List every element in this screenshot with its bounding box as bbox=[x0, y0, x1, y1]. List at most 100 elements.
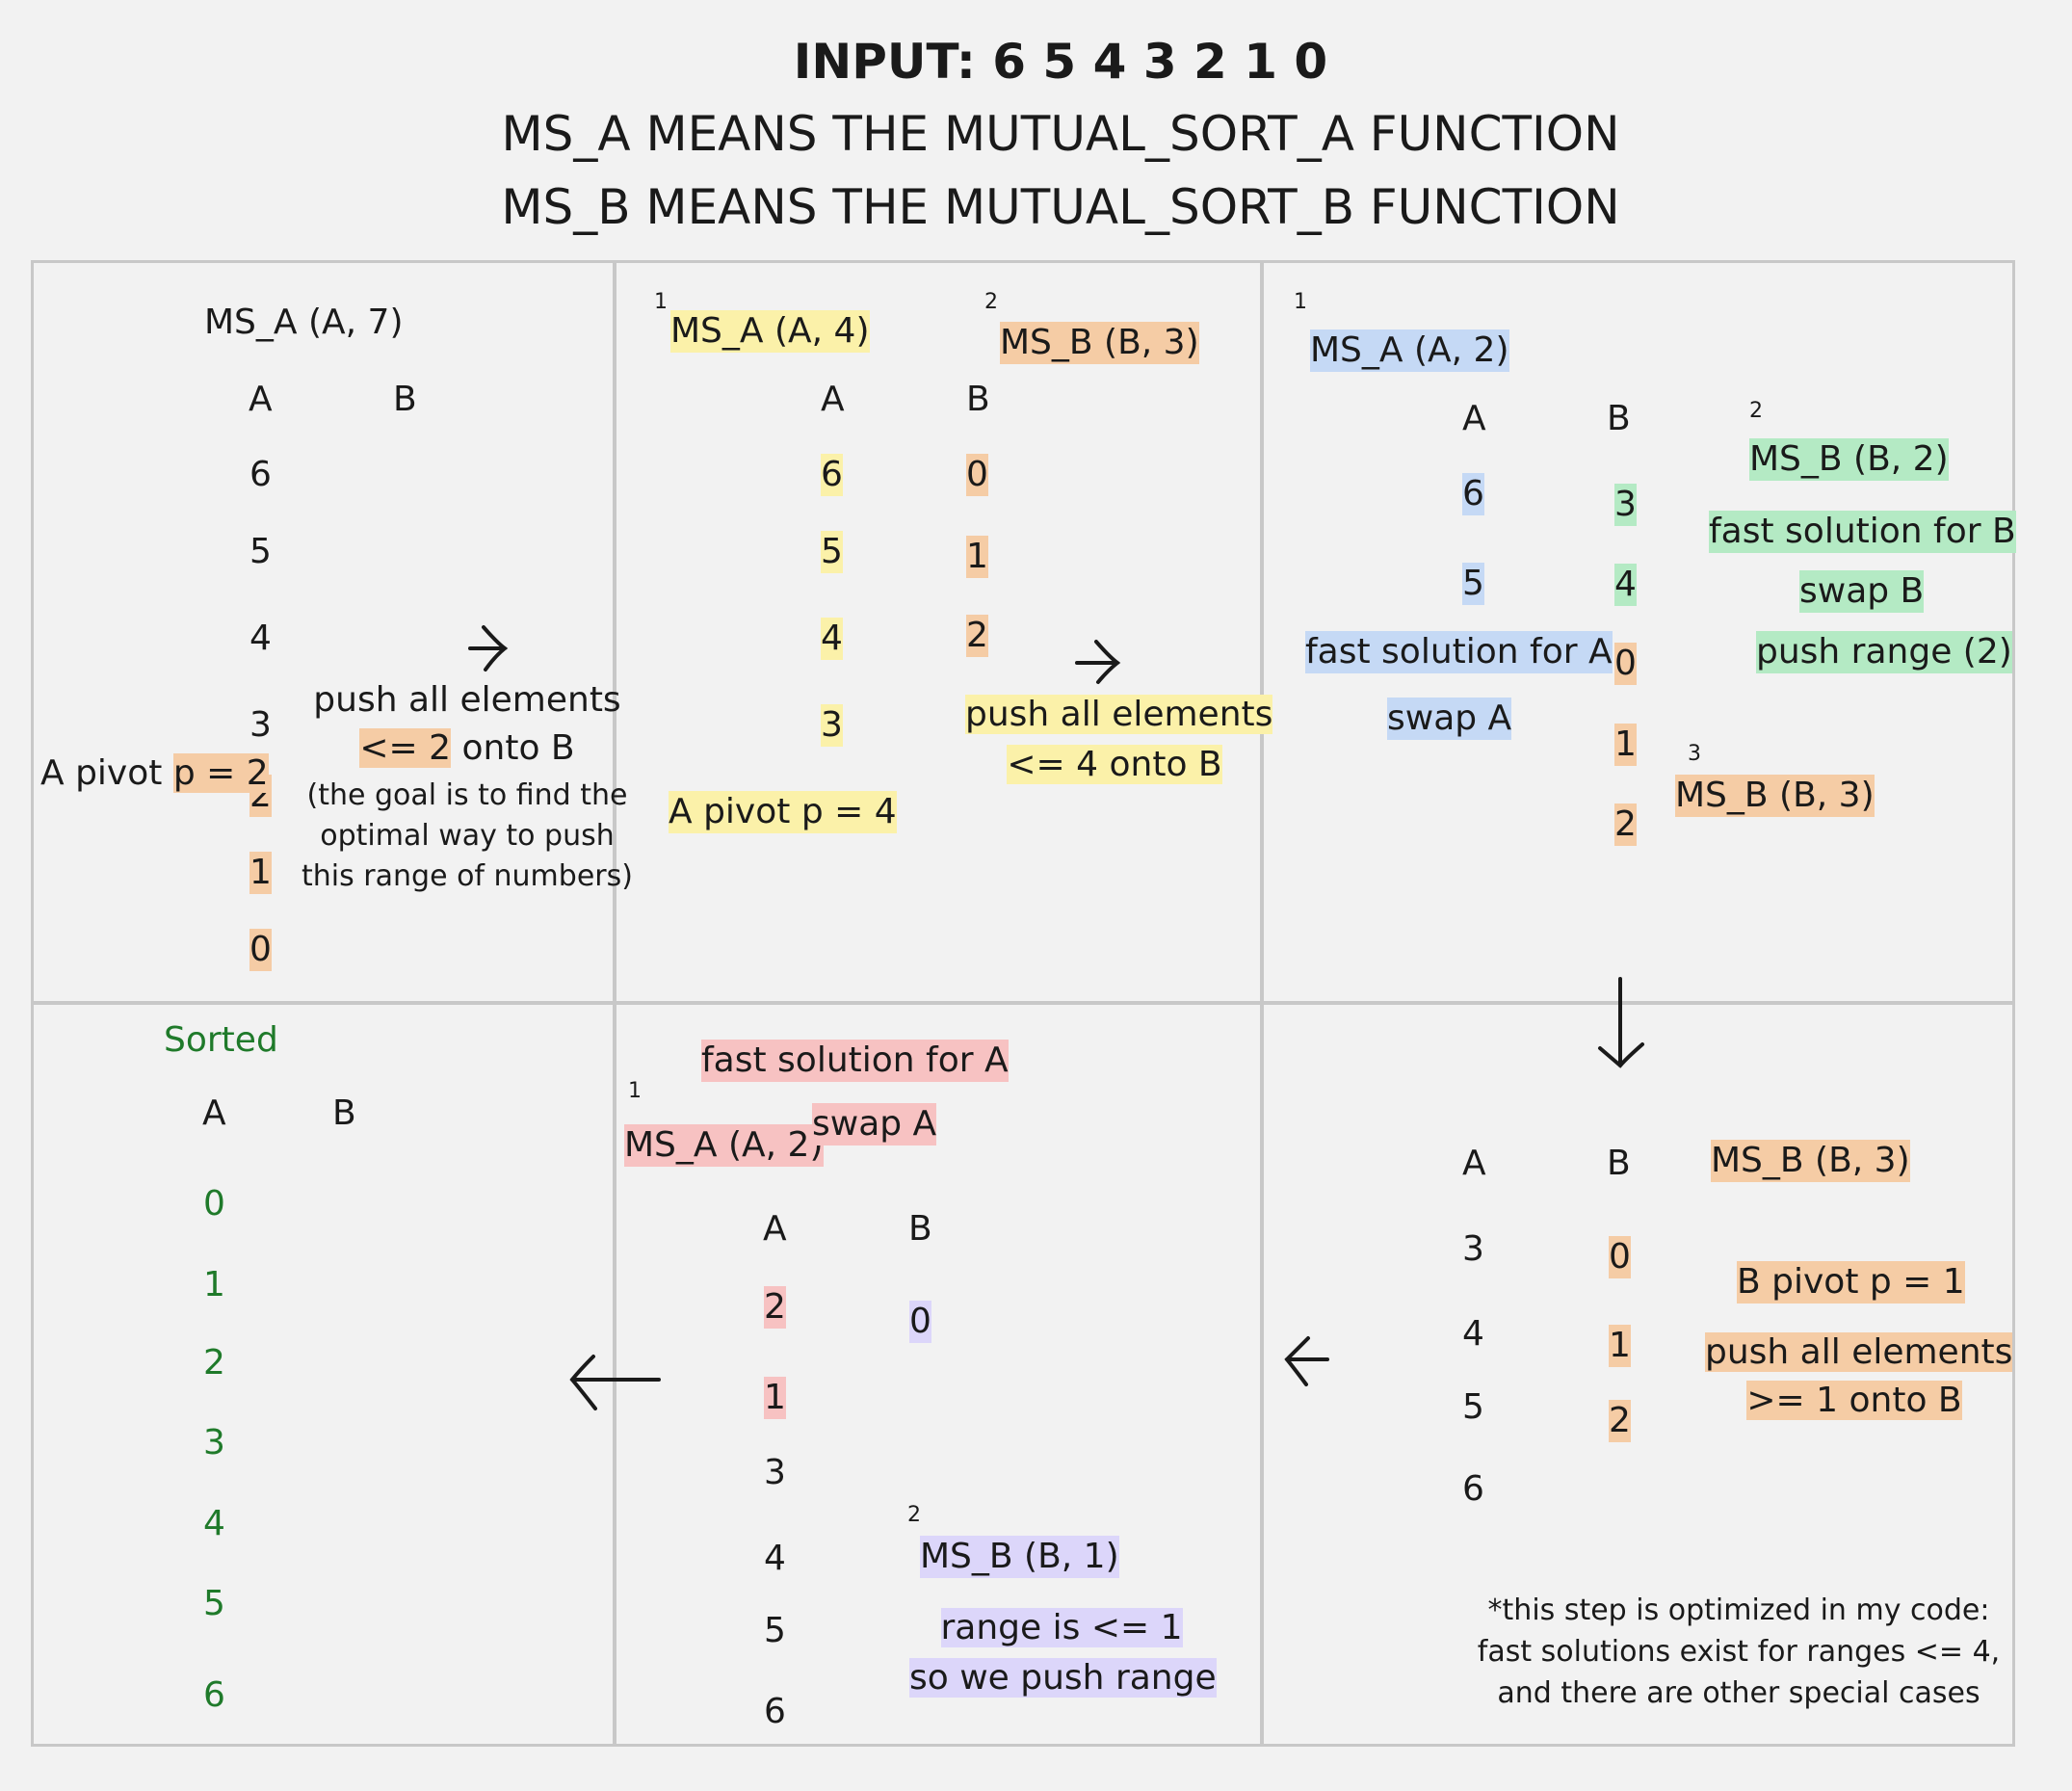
stack-b-value: 2 bbox=[1614, 803, 1637, 846]
stack-a-value: 6 bbox=[764, 1692, 786, 1731]
step-number: 2 bbox=[907, 1503, 921, 1527]
fast-solution-a: fast solution for A bbox=[701, 1040, 1009, 1082]
stack-b-value: 0 bbox=[966, 454, 988, 496]
function-call-ms-b: MS_B (B, 3) bbox=[1711, 1140, 1910, 1182]
column-header-b: B bbox=[332, 1093, 356, 1133]
column-header-a: A bbox=[202, 1093, 226, 1133]
column-header-b: B bbox=[908, 1209, 932, 1249]
pivot-label: B pivot p = 1 bbox=[1737, 1261, 1965, 1304]
note-line: *this step is optimized in my code: bbox=[1487, 1593, 1990, 1627]
stack-a-value: 5 bbox=[821, 531, 843, 573]
note-line: this range of numbers) bbox=[302, 859, 633, 893]
stack-a-value: 0 bbox=[203, 1184, 225, 1224]
push-instruction-line2: >= 1 onto B bbox=[1746, 1381, 1962, 1420]
stack-a-value: 5 bbox=[764, 1611, 786, 1650]
column-header-a: A bbox=[249, 380, 273, 419]
stack-a-value: 1 bbox=[764, 1377, 786, 1419]
stack-a-value: 4 bbox=[249, 619, 272, 658]
diagram-title: INPUT: 6 5 4 3 2 1 0 bbox=[793, 34, 1328, 90]
function-call-ms-b: MS_B (B, 1) bbox=[920, 1536, 1119, 1578]
push-range: push range (2) bbox=[1756, 631, 2012, 673]
column-header-a: A bbox=[821, 380, 845, 419]
step-number: 1 bbox=[1294, 290, 1307, 314]
stack-a-value: 4 bbox=[203, 1504, 225, 1543]
function-call-ms-a: MS_A (A, 4) bbox=[670, 310, 870, 353]
function-call: MS_A (A, 7) bbox=[204, 303, 404, 342]
stack-a-value: 5 bbox=[1462, 563, 1484, 605]
stack-b-value: 1 bbox=[966, 536, 988, 578]
stack-b-value: 4 bbox=[1614, 564, 1637, 606]
column-header-a: A bbox=[1462, 1144, 1486, 1183]
pivot-label: A pivot p = 2 bbox=[40, 753, 269, 793]
stack-b-value: 0 bbox=[1609, 1236, 1631, 1278]
stack-a-value: 3 bbox=[821, 704, 843, 747]
stack-a-value: 5 bbox=[249, 532, 272, 571]
stack-a-value: 5 bbox=[1462, 1387, 1484, 1427]
stack-a-value: 3 bbox=[203, 1423, 225, 1462]
step-number: 2 bbox=[1749, 399, 1763, 423]
stack-a-value: 3 bbox=[1462, 1229, 1484, 1269]
note-line: and there are other special cases bbox=[1497, 1676, 1980, 1710]
fast-solution-a: fast solution for A bbox=[1305, 631, 1613, 673]
stack-a-value: 4 bbox=[1462, 1314, 1484, 1354]
stack-a-value: 6 bbox=[203, 1675, 225, 1715]
fast-solution-b: fast solution for B bbox=[1709, 511, 2016, 553]
column-header-a: A bbox=[1462, 399, 1486, 438]
stack-a-value: 2 bbox=[203, 1343, 225, 1383]
column-header-a: A bbox=[763, 1209, 787, 1249]
arrow-right-icon bbox=[468, 625, 509, 672]
step-number: 3 bbox=[1688, 742, 1701, 766]
function-call-ms-b: MS_B (B, 2) bbox=[1749, 438, 1949, 481]
range-note: range is <= 1 bbox=[940, 1608, 1183, 1647]
sorted-label: Sorted bbox=[164, 1020, 278, 1060]
stack-b-value: 2 bbox=[966, 615, 988, 657]
stack-b-value: 1 bbox=[1614, 724, 1637, 766]
stack-b-value: 0 bbox=[909, 1301, 931, 1343]
stack-a-value: 4 bbox=[821, 618, 843, 660]
stack-a-value: 5 bbox=[203, 1584, 225, 1623]
stack-a-value: 4 bbox=[764, 1539, 786, 1578]
note-line: optimal way to push bbox=[320, 819, 615, 853]
function-call-ms-a: MS_A (A, 2) bbox=[1310, 329, 1509, 372]
stack-a-value: 2 bbox=[764, 1286, 786, 1329]
range-note-line2: so we push range bbox=[909, 1658, 1217, 1698]
stack-b-value: 2 bbox=[1609, 1400, 1631, 1442]
function-call-ms-b-next: MS_B (B, 3) bbox=[1675, 775, 1875, 817]
header-line-ms-b: MS_B MEANS THE MUTUAL_SORT_B FUNCTION bbox=[501, 179, 1620, 235]
column-header-b: B bbox=[1607, 399, 1631, 438]
column-header-b: B bbox=[393, 380, 417, 419]
swap-b: swap B bbox=[1799, 570, 1925, 613]
column-header-b: B bbox=[966, 380, 990, 419]
arrow-left-icon bbox=[1284, 1336, 1329, 1386]
stack-a-value: 6 bbox=[1462, 1469, 1484, 1509]
push-instruction-line2: <= 2 onto B bbox=[359, 728, 575, 768]
step-number: 2 bbox=[984, 290, 998, 314]
function-call-ms-b: MS_B (B, 3) bbox=[1000, 322, 1199, 364]
push-instruction: push all elements bbox=[1705, 1332, 2013, 1372]
stack-b-value: 3 bbox=[1614, 484, 1637, 526]
step-number: 1 bbox=[628, 1079, 642, 1103]
pivot-label: A pivot p = 4 bbox=[669, 791, 897, 833]
arrow-down-icon bbox=[1598, 977, 1644, 1068]
push-instruction-line2: <= 4 onto B bbox=[1007, 745, 1222, 784]
stack-a-value: 3 bbox=[764, 1453, 786, 1492]
stack-b-value: 1 bbox=[1609, 1325, 1631, 1367]
push-instruction: push all elements bbox=[965, 695, 1273, 734]
stack-a-value: 6 bbox=[821, 454, 843, 496]
header-line-ms-a: MS_A MEANS THE MUTUAL_SORT_A FUNCTION bbox=[501, 106, 1620, 162]
swap-a: swap A bbox=[812, 1103, 937, 1146]
stack-a-value: 1 bbox=[203, 1265, 225, 1304]
stack-a-value: 0 bbox=[249, 929, 272, 971]
arrow-right-icon bbox=[1075, 640, 1121, 684]
column-header-b: B bbox=[1607, 1144, 1631, 1183]
pivot-value: p = 2 bbox=[172, 753, 269, 793]
stack-a-value: 6 bbox=[249, 455, 272, 494]
push-instruction: push all elements bbox=[313, 680, 621, 720]
arrow-left-icon bbox=[569, 1355, 661, 1410]
stack-b-value: 0 bbox=[1614, 643, 1637, 685]
function-call-ms-a: MS_A (A, 2) bbox=[624, 1124, 824, 1167]
step-number: 1 bbox=[654, 290, 668, 314]
note-line: (the goal is to find the bbox=[306, 778, 628, 812]
note-line: fast solutions exist for ranges <= 4, bbox=[1477, 1635, 2001, 1669]
